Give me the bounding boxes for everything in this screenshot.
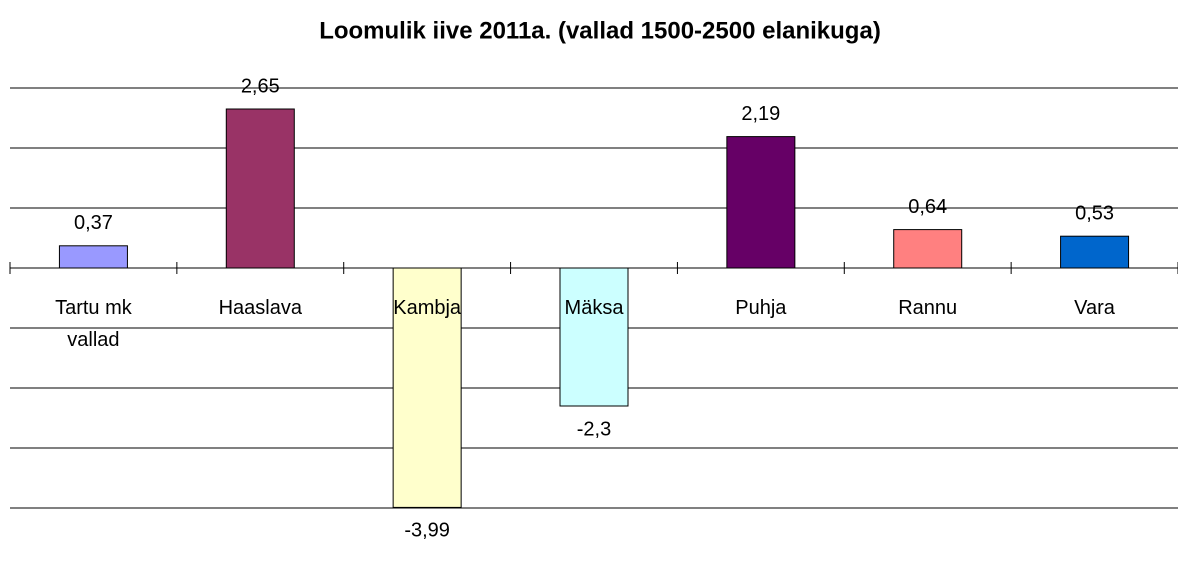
bar bbox=[58, 245, 128, 269]
x-tick-label: Tartu mk vallad bbox=[55, 297, 132, 351]
data-label: -2,3 bbox=[577, 418, 611, 440]
data-label: 2,65 bbox=[241, 75, 280, 97]
data-label: 0,37 bbox=[74, 212, 113, 234]
bar bbox=[893, 229, 963, 269]
x-tick-label: Rannu bbox=[898, 297, 958, 319]
chart-title: Loomulik iive 2011a. (vallad 1500-2500 e… bbox=[319, 17, 881, 44]
bar bbox=[225, 108, 295, 269]
data-label: 0,64 bbox=[908, 196, 947, 218]
data-label: -3,99 bbox=[404, 520, 450, 542]
x-tick-label: Haaslava bbox=[218, 297, 302, 319]
bar bbox=[392, 267, 462, 508]
x-tick-label: Mäksa bbox=[564, 297, 624, 319]
bar bbox=[726, 136, 796, 269]
x-tick-label: Puhja bbox=[735, 297, 787, 319]
data-label: 2,19 bbox=[741, 103, 780, 125]
bar bbox=[559, 267, 629, 407]
x-tick-label: Kambja bbox=[393, 297, 462, 319]
bar bbox=[1060, 235, 1130, 269]
data-label: 0,53 bbox=[1075, 202, 1114, 224]
x-tick-label: Vara bbox=[1074, 297, 1115, 319]
